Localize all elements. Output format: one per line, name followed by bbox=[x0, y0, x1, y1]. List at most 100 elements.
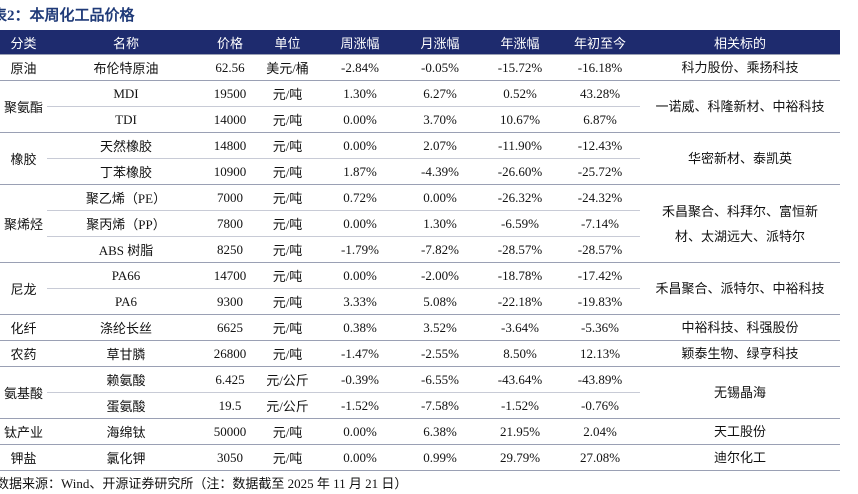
data-cell: 元/吨 bbox=[255, 184, 320, 211]
category-cell: 聚烯烃 bbox=[0, 184, 47, 263]
data-cell: -6.59% bbox=[480, 210, 560, 237]
related-text: 华密新材、泰凯英 bbox=[687, 151, 792, 166]
data-cell: 0.00% bbox=[320, 444, 400, 471]
data-cell: 元/吨 bbox=[255, 106, 320, 133]
data-cell: -26.32% bbox=[480, 184, 560, 211]
data-cell: 6.425 bbox=[205, 366, 255, 393]
table-row: 农药 草甘膦 26800 元/吨 -1.47% -2.55% 8.50% 12.13% 颖泰生物… bbox=[0, 340, 840, 367]
data-cell: 43.28% bbox=[560, 80, 640, 107]
related-text: 颖泰生物、绿亨科技 bbox=[681, 346, 799, 361]
data-cell: 19500 bbox=[205, 80, 255, 107]
related-text: 无锡晶海 bbox=[713, 385, 766, 400]
data-cell: -15.72% bbox=[480, 54, 560, 81]
table-row: 钛产业 海绵钛 50000 元/吨 0.00% 6.38% 21.95% 2.04% 天工股份 bbox=[0, 418, 840, 445]
related-text: 禾昌聚合、科拜尔、富恒新材、太湖远大、派特尔 bbox=[661, 203, 818, 244]
data-cell: 1.87% bbox=[320, 158, 400, 185]
data-cell: 14700 bbox=[205, 262, 255, 289]
related-text: 一诺威、科隆新材、中裕科技 bbox=[655, 99, 825, 114]
data-cell: 天然橡胶 bbox=[47, 132, 205, 159]
data-cell: 14000 bbox=[205, 106, 255, 133]
table-row: 蛋氨酸 19.5 元/公斤 -1.52% -7.58% -1.52% -0.76% bbox=[0, 392, 840, 419]
data-cell: -2.55% bbox=[400, 340, 480, 367]
data-cell: 19.5 bbox=[205, 392, 255, 419]
data-cell: 0.38% bbox=[320, 314, 400, 341]
category-cell: 尼龙 bbox=[0, 262, 47, 315]
related-cell: 华密新材、泰凯英 bbox=[640, 132, 840, 185]
data-cell: 元/吨 bbox=[255, 262, 320, 289]
data-cell: 21.95% bbox=[480, 418, 560, 445]
category-cell: 聚氨酯 bbox=[0, 80, 47, 133]
data-cell: -7.58% bbox=[400, 392, 480, 419]
data-cell: 3.33% bbox=[320, 288, 400, 315]
data-cell: 元/吨 bbox=[255, 132, 320, 159]
table-row: 化纤 涤纶长丝 6625 元/吨 0.38% 3.52% -3.64% -5.36% 中裕科技、… bbox=[0, 314, 840, 341]
table-row: 丁苯橡胶 10900 元/吨 1.87% -4.39% -26.60% -25.72% bbox=[0, 158, 840, 185]
data-cell: 布伦特原油 bbox=[47, 54, 205, 81]
data-cell: -17.42% bbox=[560, 262, 640, 289]
data-cell: 7800 bbox=[205, 210, 255, 237]
data-cell: 0.99% bbox=[400, 444, 480, 471]
data-cell: 27.08% bbox=[560, 444, 640, 471]
data-cell: 0.00% bbox=[320, 106, 400, 133]
data-cell: 8250 bbox=[205, 236, 255, 263]
data-cell: -7.14% bbox=[560, 210, 640, 237]
data-cell: 元/公斤 bbox=[255, 392, 320, 419]
data-cell: 6.87% bbox=[560, 106, 640, 133]
data-cell: 元/吨 bbox=[255, 288, 320, 315]
header-cell: 周涨幅 bbox=[320, 30, 400, 55]
data-cell: 元/吨 bbox=[255, 340, 320, 367]
related-cell: 颖泰生物、绿亨科技 bbox=[640, 340, 840, 367]
data-cell: -1.52% bbox=[480, 392, 560, 419]
data-cell: -6.55% bbox=[400, 366, 480, 393]
category-cell: 橡胶 bbox=[0, 132, 47, 185]
category-cell: 氨基酸 bbox=[0, 366, 47, 419]
category-cell: 钾盐 bbox=[0, 444, 47, 471]
data-cell: -0.76% bbox=[560, 392, 640, 419]
category-cell: 钛产业 bbox=[0, 418, 47, 445]
table-row: 聚丙烯（PP） 7800 元/吨 0.00% 1.30% -6.59% -7.14% bbox=[0, 210, 840, 237]
data-cell: 0.00% bbox=[320, 210, 400, 237]
data-cell: 聚乙烯（PE） bbox=[47, 184, 205, 211]
data-cell: 聚丙烯（PP） bbox=[47, 210, 205, 237]
data-cell: 蛋氨酸 bbox=[47, 392, 205, 419]
related-cell: 迪尔化工 bbox=[640, 444, 840, 471]
related-cell: 天工股份 bbox=[640, 418, 840, 445]
data-cell: 50000 bbox=[205, 418, 255, 445]
related-text: 禾昌聚合、派特尔、中裕科技 bbox=[655, 281, 825, 296]
data-cell: 2.04% bbox=[560, 418, 640, 445]
data-cell: -1.52% bbox=[320, 392, 400, 419]
data-cell: -2.84% bbox=[320, 54, 400, 81]
data-cell: 1.30% bbox=[320, 80, 400, 107]
data-cell: 草甘膦 bbox=[47, 340, 205, 367]
data-cell: -5.36% bbox=[560, 314, 640, 341]
data-cell: -4.39% bbox=[400, 158, 480, 185]
data-cell: -1.79% bbox=[320, 236, 400, 263]
data-cell: -2.00% bbox=[400, 262, 480, 289]
data-cell: 元/吨 bbox=[255, 418, 320, 445]
data-cell: 6625 bbox=[205, 314, 255, 341]
related-text: 迪尔化工 bbox=[713, 450, 766, 465]
data-cell: 6.27% bbox=[400, 80, 480, 107]
data-cell: TDI bbox=[47, 106, 205, 133]
category-cell: 原油 bbox=[0, 54, 47, 81]
data-cell: -28.57% bbox=[480, 236, 560, 263]
table-row: 氨基酸 赖氨酸 6.425 元/公斤 -0.39% -6.55% -43.64% -43.89… bbox=[0, 366, 840, 419]
data-cell: 10.67% bbox=[480, 106, 560, 133]
data-cell: 元/吨 bbox=[255, 314, 320, 341]
data-cell: 元/吨 bbox=[255, 80, 320, 107]
data-cell: -11.90% bbox=[480, 132, 560, 159]
table-title: 表2：本周化工品价格 bbox=[0, 8, 135, 24]
data-cell: 26800 bbox=[205, 340, 255, 367]
data-cell: -7.82% bbox=[400, 236, 480, 263]
data-cell: 0.00% bbox=[400, 184, 480, 211]
data-cell: 3.52% bbox=[400, 314, 480, 341]
related-cell: 一诺威、科隆新材、中裕科技 bbox=[640, 80, 840, 133]
data-cell: 9300 bbox=[205, 288, 255, 315]
data-cell: -3.64% bbox=[480, 314, 560, 341]
data-cell: 1.30% bbox=[400, 210, 480, 237]
table-row: 钾盐 氯化钾 3050 元/吨 0.00% 0.99% 29.79% 27.08% 迪尔化工 bbox=[0, 444, 840, 471]
table-row: PA6 9300 元/吨 3.33% 5.08% -22.18% -19.83% bbox=[0, 288, 840, 315]
data-cell: 2.07% bbox=[400, 132, 480, 159]
data-cell: -0.39% bbox=[320, 366, 400, 393]
